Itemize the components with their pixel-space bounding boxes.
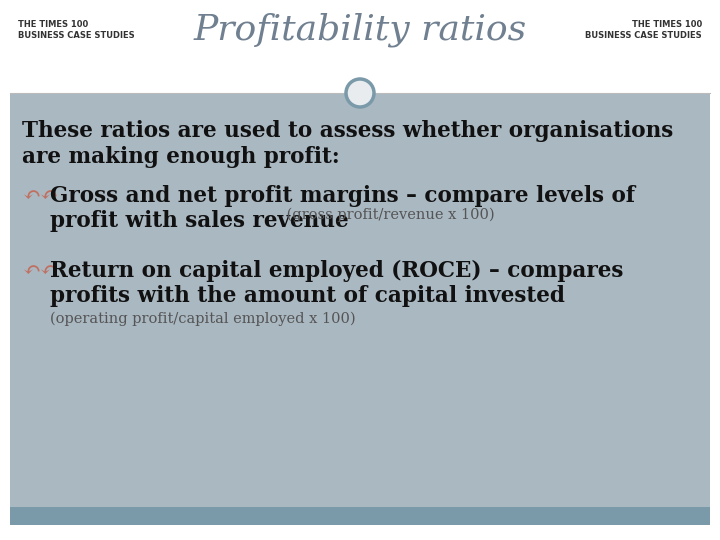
Text: These ratios are used to assess whether organisations: These ratios are used to assess whether …	[22, 120, 673, 142]
Text: (gross profit/revenue x 100): (gross profit/revenue x 100)	[282, 208, 495, 222]
Text: THE TIMES 100
BUSINESS CASE STUDIES: THE TIMES 100 BUSINESS CASE STUDIES	[585, 21, 702, 40]
Bar	[0, 0, 720, 445]
Circle shape	[346, 79, 374, 107]
Text: profit with sales revenue: profit with sales revenue	[50, 210, 348, 232]
Text: THE TIMES 100
BUSINESS CASE STUDIES: THE TIMES 100 BUSINESS CASE STUDIES	[18, 21, 135, 40]
Text: ↶↶: ↶↶	[22, 185, 58, 207]
Text: ↶↶: ↶↶	[22, 260, 58, 282]
Text: (operating profit/capital employed x 100): (operating profit/capital employed x 100…	[50, 312, 356, 326]
Text: Profitability ratios: Profitability ratios	[194, 13, 526, 47]
Text: Gross and net profit margins – compare levels of: Gross and net profit margins – compare l…	[50, 185, 635, 207]
Text: are making enough profit:: are making enough profit:	[22, 146, 340, 168]
Bar	[10, 93, 710, 525]
Text: Return on capital employed (ROCE) – compares: Return on capital employed (ROCE) – comp…	[50, 260, 624, 282]
Text: profits with the amount of capital invested: profits with the amount of capital inves…	[50, 285, 565, 307]
Bar	[10, 507, 710, 525]
